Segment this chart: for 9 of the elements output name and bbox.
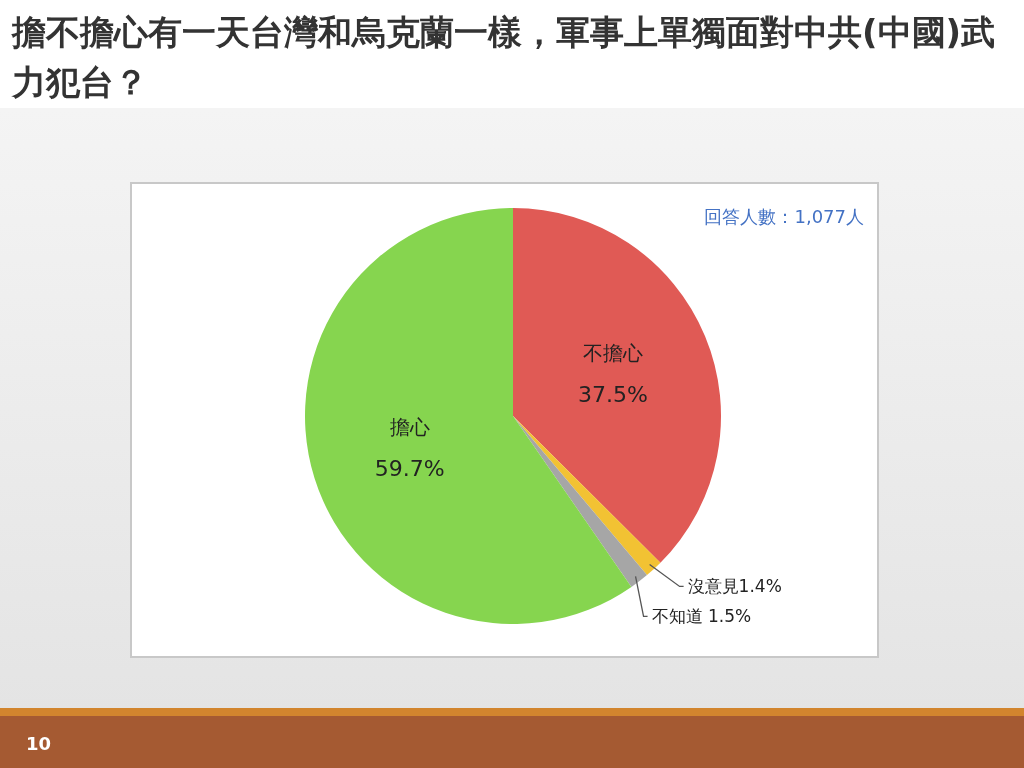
text: 10	[26, 733, 52, 754]
data-label: 59.7%	[374, 456, 445, 482]
text: 回答人數：1,077人	[704, 206, 864, 227]
title: 擔不擔心有一天台灣和烏克蘭一樣，軍事上單獨面對中共(中國)武力犯台？	[12, 12, 996, 102]
slice-label: 擔心	[389, 415, 430, 440]
slice-label: 沒意見1.4%	[687, 576, 782, 597]
slice-label: 不知道 1.5%	[651, 606, 752, 627]
slice-label: 不擔心	[582, 341, 643, 366]
data-label: 37.5%	[577, 382, 648, 408]
